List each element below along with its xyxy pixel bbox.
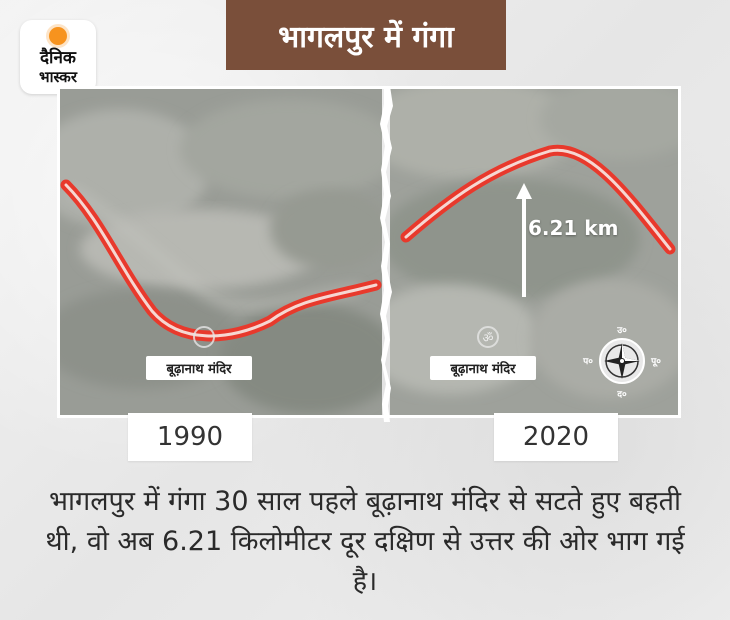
temple-marker-icon: ॐ xyxy=(477,326,499,348)
compass-south: द० xyxy=(616,390,627,400)
distance-label: 6.21 km xyxy=(528,216,619,240)
torn-paper-divider xyxy=(380,86,393,422)
temple-label-2020: बूढ़ानाथ मंदिर xyxy=(430,356,536,380)
page-title: भागलपुर में गंगा xyxy=(226,0,506,70)
compass-west: प० xyxy=(582,357,593,367)
distance-arrow-icon xyxy=(516,183,532,297)
temple-label-1990: बूढ़ानाथ मंदिर xyxy=(146,356,252,380)
caption-text: भागलपुर में गंगा 30 साल पहले बूढ़ानाथ मं… xyxy=(45,486,685,597)
svg-text:ॐ: ॐ xyxy=(483,331,494,345)
compass-north: उ० xyxy=(616,326,627,336)
map-frame xyxy=(57,86,681,418)
temple-marker-icon xyxy=(193,326,215,348)
year-label-2020: 2020 xyxy=(494,413,618,461)
logo-line-1: दैनिक xyxy=(40,48,76,68)
sun-logo-icon xyxy=(49,27,67,45)
compass-rose-icon: उ० द० पू० प० xyxy=(582,326,661,400)
year-label-1990: 1990 xyxy=(128,413,252,461)
river-course-1990 xyxy=(60,179,382,342)
dainik-bhaskar-logo: दैनिक भास्कर xyxy=(20,20,96,94)
compass-east: पू० xyxy=(650,357,661,367)
logo-line-2: भास्कर xyxy=(39,68,77,86)
river-course-2020 xyxy=(400,144,676,255)
